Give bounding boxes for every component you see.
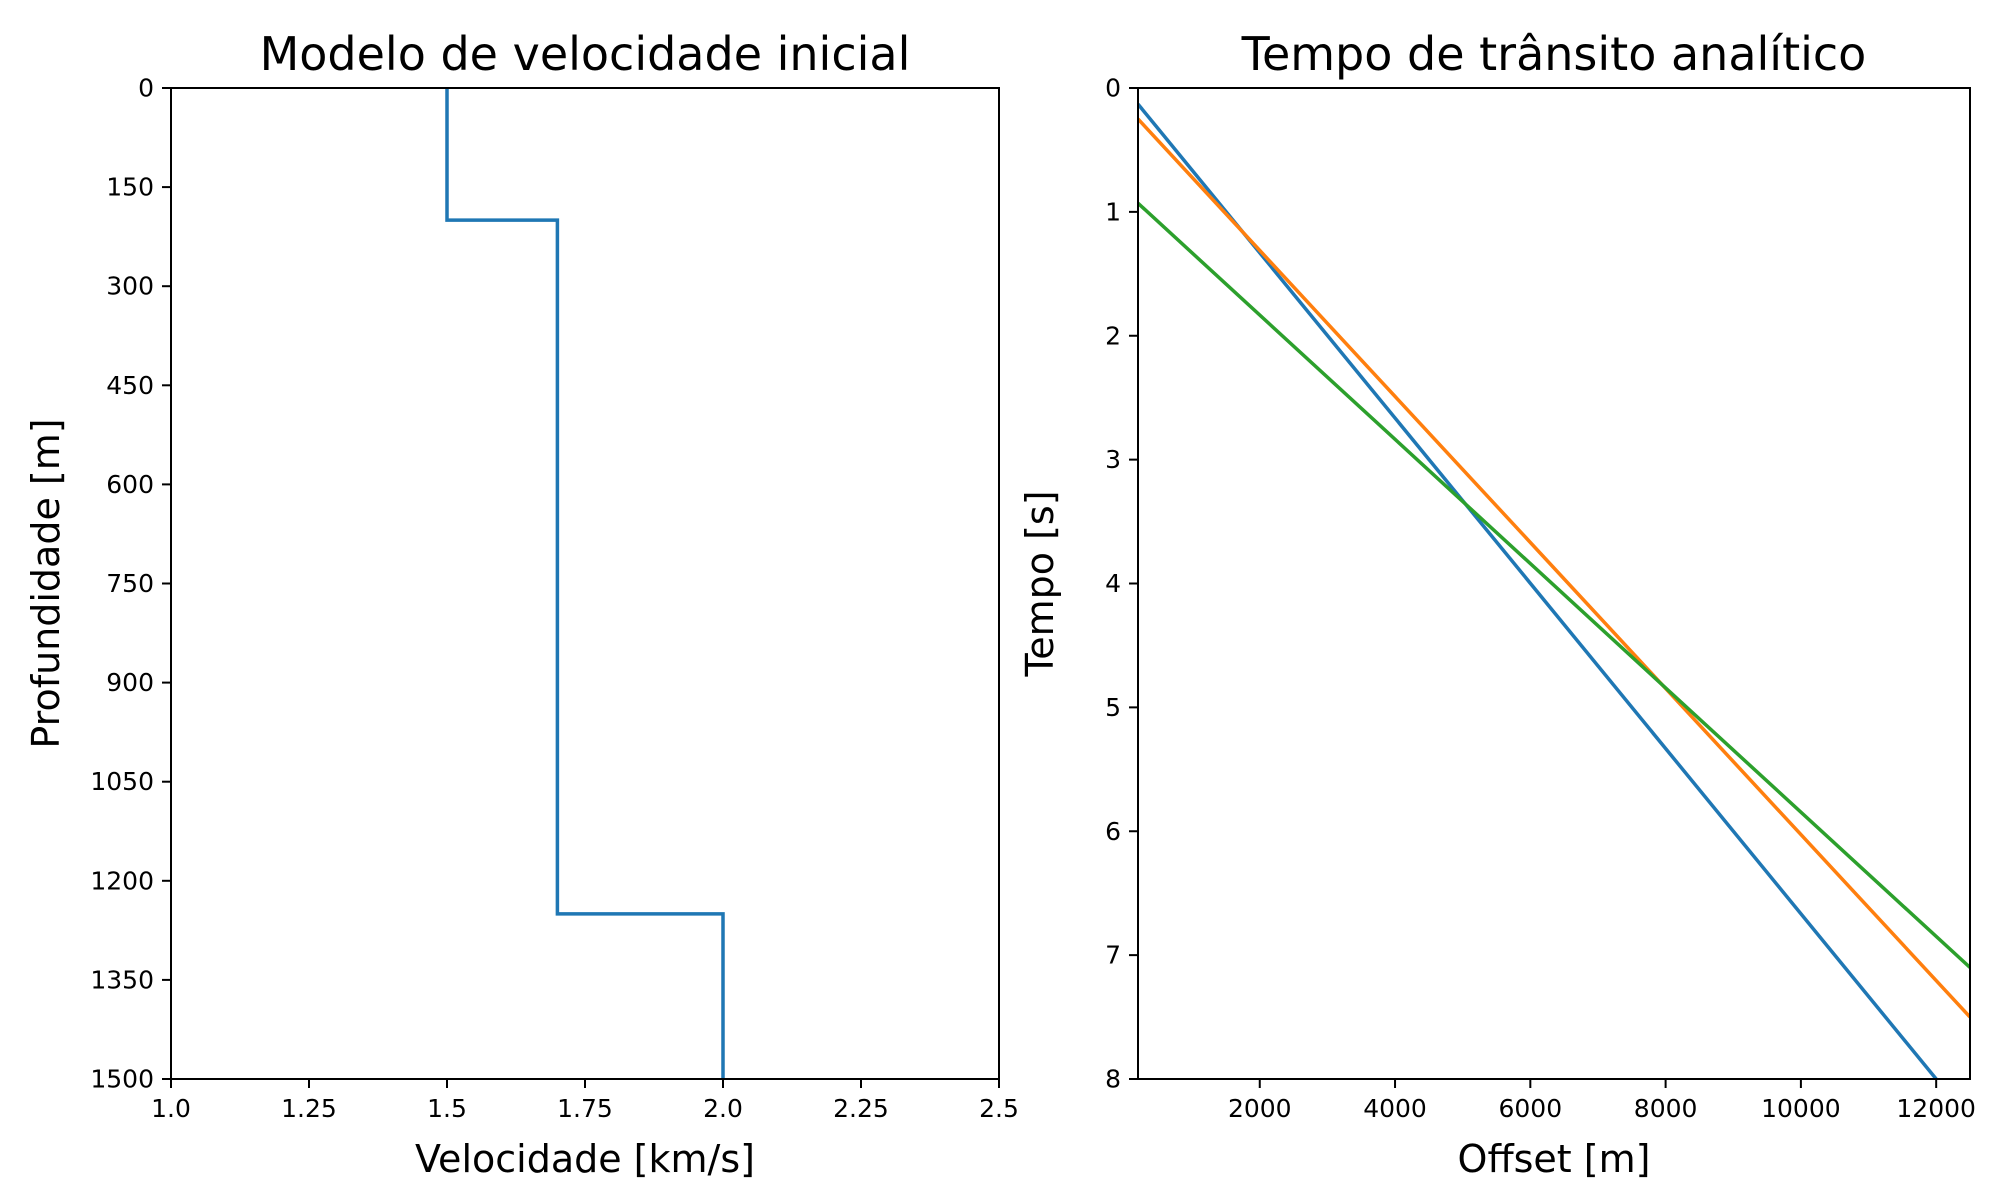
x-tick-label: 8000 bbox=[1634, 1094, 1698, 1123]
x-axis-label: Velocidade [km/s] bbox=[415, 1137, 755, 1181]
chart-title: Tempo de trânsito analítico bbox=[1241, 27, 1867, 81]
x-tick-label: 1.0 bbox=[151, 1094, 191, 1123]
series-line-1 bbox=[445, 88, 725, 1079]
x-axis-ticks: 1.0 1.25 1.5 1.75 2.0 2.25 2.5 bbox=[151, 1079, 1019, 1123]
y-axis-ticks: 0 150 300 450 600 750 900 1050 1200 1350 1500 bbox=[90, 74, 171, 1094]
series-line-3 bbox=[1138, 201, 1970, 969]
y-axis-ticks: 0 1 2 3 4 5 6 7 8 bbox=[1105, 74, 1138, 1094]
y-axis-label: Tempo [s] bbox=[1018, 490, 1062, 677]
y-axis-label: Profundidade [m] bbox=[24, 418, 68, 748]
plot-area bbox=[445, 88, 725, 1079]
y-tick-label: 1 bbox=[1105, 197, 1121, 226]
y-tick-label: 900 bbox=[106, 668, 154, 697]
y-tick-label: 5 bbox=[1105, 693, 1121, 722]
x-tick-label: 2.0 bbox=[703, 1094, 743, 1123]
x-axis-label: Offset [m] bbox=[1458, 1137, 1651, 1181]
x-axis-ticks: 2000 4000 6000 8000 10000 12000 bbox=[1228, 1079, 1976, 1123]
y-tick-label: 2 bbox=[1105, 321, 1121, 350]
y-tick-label: 3 bbox=[1105, 445, 1121, 474]
y-tick-label: 300 bbox=[106, 272, 154, 301]
x-tick-label: 2.25 bbox=[833, 1094, 889, 1123]
y-tick-label: 0 bbox=[1105, 74, 1121, 103]
y-tick-label: 8 bbox=[1105, 1065, 1121, 1094]
y-tick-label: 0 bbox=[138, 74, 154, 103]
y-tick-label: 1350 bbox=[90, 965, 154, 994]
x-tick-label: 4000 bbox=[1363, 1094, 1427, 1123]
y-tick-label: 4 bbox=[1105, 569, 1121, 598]
y-tick-label: 6 bbox=[1105, 817, 1121, 846]
chart-title: Modelo de velocidade inicial bbox=[260, 27, 911, 81]
y-tick-label: 150 bbox=[106, 173, 154, 202]
traveltime-chart: Tempo de trânsito analítico Offset [m] T… bbox=[1018, 27, 1976, 1181]
x-tick-label: 2000 bbox=[1228, 1094, 1292, 1123]
x-tick-label: 12000 bbox=[1896, 1094, 1976, 1123]
x-tick-label: 1.5 bbox=[427, 1094, 467, 1123]
y-tick-label: 600 bbox=[106, 470, 154, 499]
series-line-1 bbox=[1138, 102, 1938, 1079]
velocity-model-chart: Modelo de velocidade inicial Velocidade … bbox=[24, 27, 1019, 1181]
y-tick-label: 1200 bbox=[90, 866, 154, 895]
x-tick-label: 1.75 bbox=[557, 1094, 613, 1123]
x-tick-label: 10000 bbox=[1761, 1094, 1841, 1123]
y-tick-label: 7 bbox=[1105, 941, 1121, 970]
y-tick-label: 750 bbox=[106, 569, 154, 598]
series-line-2 bbox=[1138, 117, 1970, 1019]
y-tick-label: 1050 bbox=[90, 767, 154, 796]
y-tick-label: 450 bbox=[106, 371, 154, 400]
x-tick-label: 2.5 bbox=[979, 1094, 1019, 1123]
x-tick-label: 1.25 bbox=[281, 1094, 337, 1123]
x-tick-label: 6000 bbox=[1499, 1094, 1563, 1123]
y-tick-label: 1500 bbox=[90, 1065, 154, 1094]
plot-area bbox=[1138, 102, 1970, 1079]
